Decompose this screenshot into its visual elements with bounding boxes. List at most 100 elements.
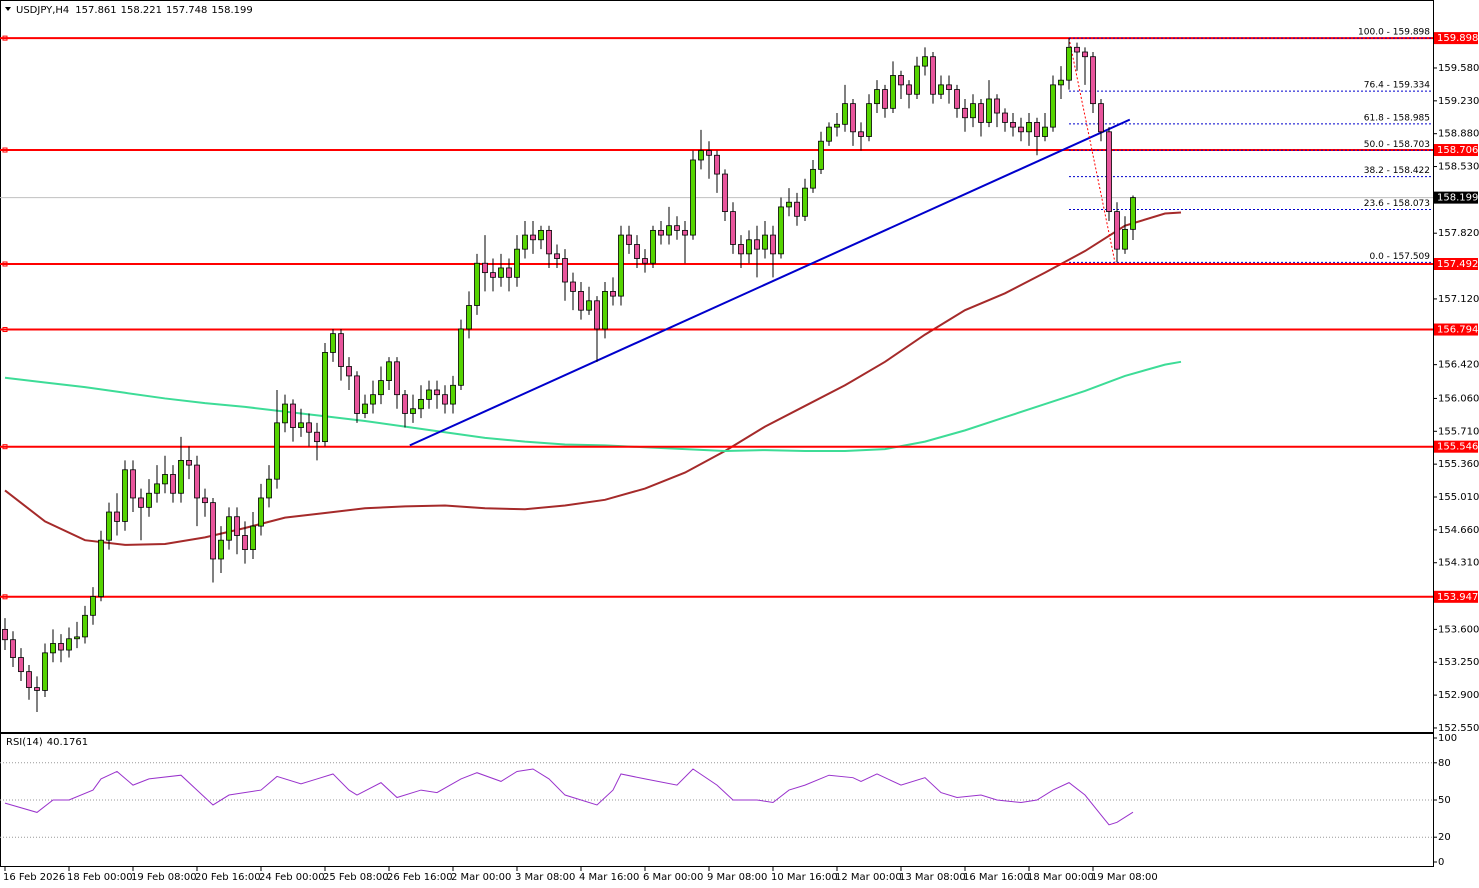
- level-price-label: 157.492: [1437, 259, 1478, 270]
- candle-body: [1018, 126, 1024, 133]
- candle-body: [570, 281, 576, 292]
- candle-body: [106, 511, 112, 541]
- x-tick-label: 24 Feb 00:00: [259, 872, 325, 883]
- candle-body: [762, 234, 768, 250]
- candle-body: [858, 131, 864, 137]
- header-close: 158.199: [211, 5, 252, 16]
- rsi-title: RSI(14): [6, 737, 43, 748]
- candle-body: [874, 89, 880, 105]
- candle-body: [282, 403, 288, 424]
- x-tick-label: 3 Mar 08:00: [515, 872, 575, 883]
- candle-body: [346, 366, 352, 377]
- candle-body: [274, 422, 280, 480]
- level-price-box: [1434, 590, 1478, 603]
- candle-body: [602, 291, 608, 330]
- candle-body: [642, 258, 648, 264]
- x-tick-label: 18 Feb 00:00: [67, 872, 133, 883]
- level-price-label: 155.546: [1437, 442, 1478, 453]
- candle-body: [1098, 103, 1104, 133]
- candle-body: [1114, 211, 1120, 250]
- candle-body: [714, 154, 720, 175]
- candle-body: [338, 333, 344, 367]
- candle-body: [650, 229, 656, 264]
- candle-body: [90, 596, 96, 616]
- level-end-marker: [2, 35, 8, 41]
- candle-body: [1026, 122, 1032, 133]
- candle-body: [1074, 46, 1080, 53]
- candle-body: [618, 234, 624, 297]
- candle-body: [1058, 79, 1064, 86]
- y-tick-label: 156.060: [1438, 393, 1479, 404]
- candle-body: [322, 352, 328, 443]
- candle-body: [890, 75, 896, 109]
- candle-body: [658, 229, 664, 236]
- y-tick-label: 157.820: [1438, 228, 1479, 239]
- candle-body: [1010, 122, 1016, 128]
- header-low: 157.748: [166, 5, 207, 16]
- candle-body: [418, 398, 424, 410]
- candle-body: [466, 305, 472, 330]
- candle-body: [442, 394, 448, 405]
- y-tick-label: 153.600: [1438, 624, 1479, 635]
- moving-average: [4, 360, 1182, 453]
- candle-body: [986, 98, 992, 123]
- candle-body: [634, 244, 640, 259]
- symbol-title: USDJPY,H4: [16, 5, 69, 16]
- fibonacci-level-label: 76.4 - 159.334: [1364, 81, 1430, 91]
- level-price-label: 158.706: [1437, 145, 1478, 156]
- candle-body: [770, 234, 776, 255]
- fibonacci-level-label: 23.6 - 158.073: [1364, 199, 1430, 209]
- candle-body: [298, 422, 304, 428]
- candle-body: [426, 389, 432, 400]
- candle-body: [2, 628, 8, 641]
- candle-body: [546, 229, 552, 255]
- candle-body: [114, 511, 120, 522]
- fibonacci-level-label: 0.0 - 157.509: [1370, 252, 1431, 262]
- candle-body: [26, 671, 32, 688]
- candle-body: [210, 502, 216, 560]
- candle-body: [402, 394, 408, 414]
- candle-body: [562, 258, 568, 283]
- candle-body: [162, 474, 168, 485]
- candle-body: [906, 84, 912, 95]
- trendline: [409, 118, 1131, 447]
- candle-body: [930, 56, 936, 95]
- candle-body: [186, 459, 192, 466]
- fibonacci-level-label: 100.0 - 159.898: [1358, 28, 1430, 38]
- x-tick-label: 19 Mar 08:00: [1091, 872, 1158, 883]
- x-tick-label: 6 Mar 00:00: [643, 872, 703, 883]
- y-tick-label: 157.120: [1438, 294, 1479, 305]
- candle-body: [978, 103, 984, 123]
- candle-body: [530, 234, 536, 241]
- candle-body: [266, 478, 272, 499]
- candle-body: [754, 239, 760, 250]
- candle-body: [1042, 126, 1048, 137]
- candle-body: [122, 469, 128, 522]
- x-tick-label: 26 Feb 16:00: [387, 872, 453, 883]
- candle-body: [922, 56, 928, 67]
- candle-body: [746, 239, 752, 255]
- candle-body: [10, 639, 16, 658]
- candle-body: [794, 201, 800, 217]
- candle-body: [242, 535, 248, 550]
- candle-body: [290, 403, 296, 428]
- candle-body: [706, 150, 712, 156]
- y-tick-label: 154.660: [1438, 525, 1479, 536]
- x-tick-label: 2 Mar 00:00: [451, 872, 511, 883]
- candle-body: [66, 638, 72, 651]
- candle-body: [722, 173, 728, 213]
- level-price-label: 156.794: [1437, 325, 1478, 336]
- candle-body: [154, 483, 160, 494]
- candle-body: [578, 291, 584, 311]
- candle-body: [1034, 122, 1040, 137]
- candle-body: [474, 262, 480, 306]
- candle-body: [74, 636, 80, 640]
- candle-body: [514, 248, 520, 278]
- x-tick-label: 25 Feb 08:00: [323, 872, 389, 883]
- candle-body: [218, 539, 224, 560]
- current-price-box: [1434, 191, 1478, 204]
- rsi-tick-label: 0: [1438, 857, 1444, 868]
- rsi-tick-label: 50: [1438, 795, 1451, 806]
- candle-body: [362, 403, 368, 414]
